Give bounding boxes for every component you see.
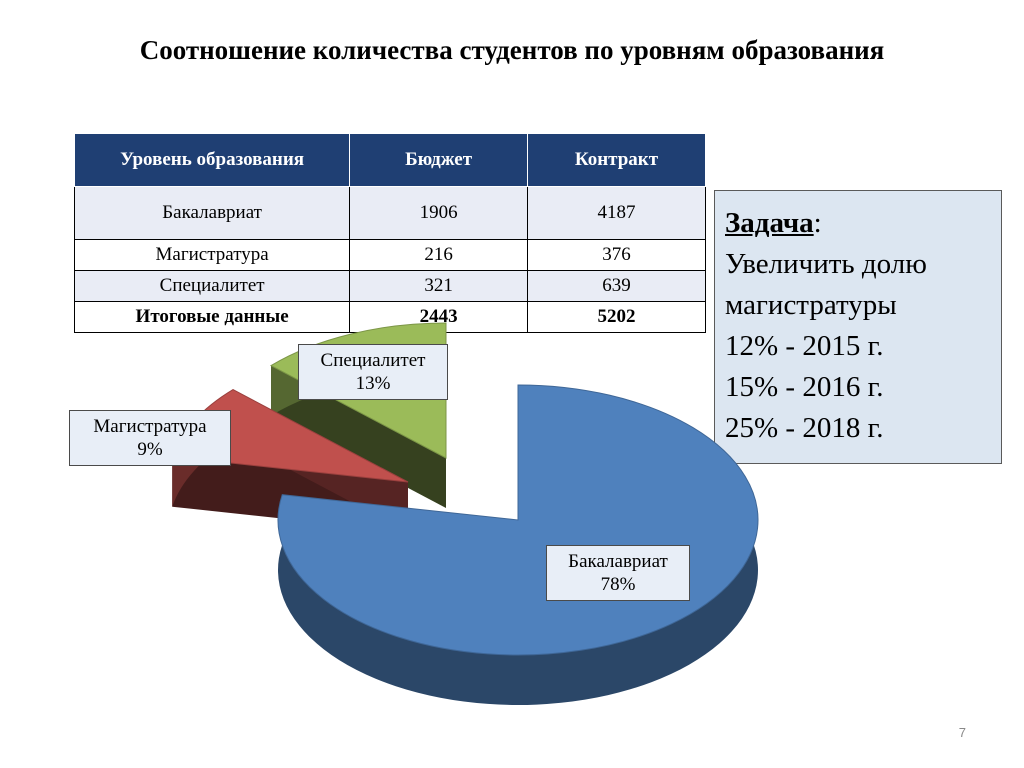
slice-label-value: 78% — [600, 574, 636, 595]
slice-label-specialist: Специалитет 13% — [298, 344, 448, 400]
table-header-row: Уровень образования Бюджет Контракт — [73, 133, 706, 187]
task-heading: Задача — [725, 207, 814, 239]
slice-label-master: Магистратура 9% — [69, 410, 231, 466]
total-contract: 5202 — [527, 301, 706, 333]
total-budget: 2443 — [349, 301, 528, 333]
slide-title: Соотношение количества студентов по уров… — [139, 35, 885, 65]
cell-budget: 321 — [349, 270, 528, 302]
slice-label-name: Специалитет — [320, 350, 426, 371]
header-contract: Контракт — [527, 133, 706, 187]
task-heading-line: Задача: — [725, 207, 822, 239]
task-line: 15% - 2016 г. — [725, 371, 884, 403]
students-table: Уровень образования Бюджет Контракт Бака… — [73, 133, 706, 333]
table-row: Магистратура 216 376 — [73, 239, 706, 271]
task-colon: : — [813, 207, 822, 239]
slice-label-bachelor: Бакалавриат 78% — [546, 545, 690, 601]
cell-level: Бакалавриат — [73, 186, 351, 240]
table-total-row: Итоговые данные 2443 5202 — [73, 301, 706, 333]
cell-budget: 1906 — [349, 186, 528, 240]
cell-contract: 4187 — [527, 186, 706, 240]
slice-label-name: Бакалавриат — [568, 551, 668, 572]
cell-contract: 376 — [527, 239, 706, 271]
slice-label-value: 13% — [355, 373, 391, 394]
slice-label-name: Магистратура — [93, 416, 207, 437]
cell-contract: 639 — [527, 270, 706, 302]
header-budget: Бюджет — [349, 133, 528, 187]
page-number: 7 — [958, 725, 966, 740]
task-line: 25% - 2018 г. — [725, 412, 884, 444]
task-box: Задача: Увеличить долю магистратуры 12% … — [714, 190, 1002, 464]
total-label: Итоговые данные — [73, 301, 351, 333]
task-line: 12% - 2015 г. — [725, 330, 884, 362]
table-row: Бакалавриат 1906 4187 — [73, 186, 706, 240]
cell-budget: 216 — [349, 239, 528, 271]
cell-level: Магистратура — [73, 239, 351, 271]
header-level: Уровень образования — [73, 133, 351, 187]
table-row: Специалитет 321 639 — [73, 270, 706, 302]
cell-level: Специалитет — [73, 270, 351, 302]
pie-slice-wall — [271, 365, 446, 508]
slice-label-value: 9% — [137, 439, 163, 460]
task-line: Увеличить долю магистратуры — [725, 248, 927, 321]
